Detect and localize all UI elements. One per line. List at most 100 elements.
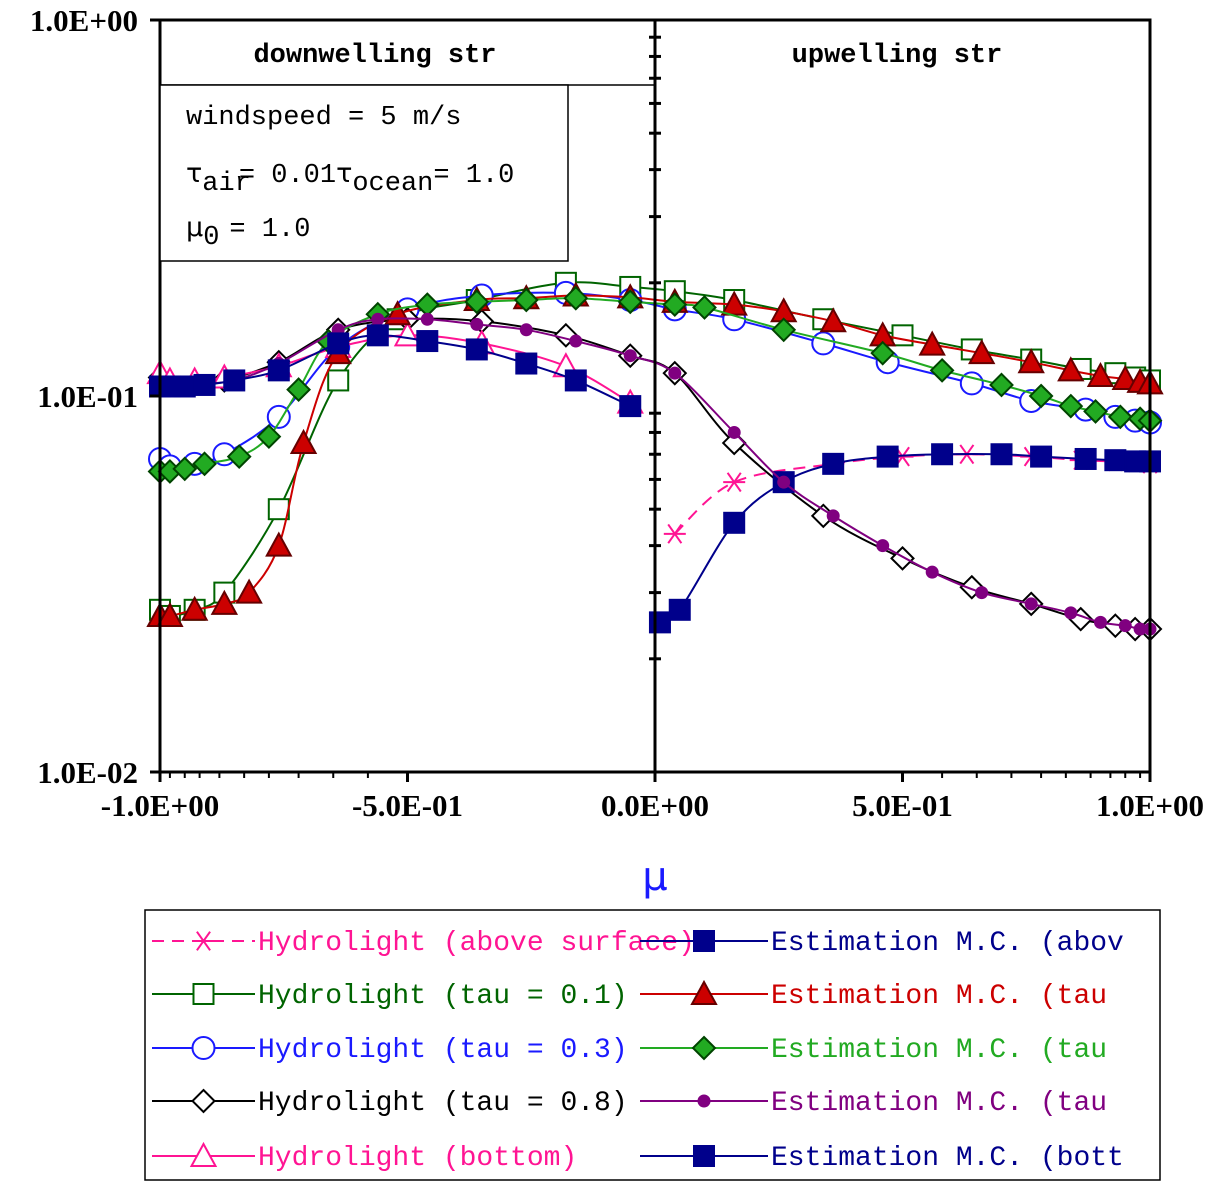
data-point-9-3 (193, 373, 216, 396)
panel-label-downwelling: downwelling str (253, 41, 496, 71)
legend-marker-8 (697, 1094, 711, 1108)
data-point-9-12 (619, 395, 642, 418)
legend-label-7: Estimation M.C. (tau (771, 1035, 1107, 1066)
legend-item-2: Hydrolight (tau = 0.3) (152, 1035, 628, 1066)
data-point-7-18 (929, 357, 955, 383)
data-point-7-21 (1058, 393, 1084, 419)
series-layer (146, 271, 1164, 642)
data-point-9-2 (173, 375, 196, 398)
data-point-8-11 (569, 334, 583, 348)
data-point-7-20 (1028, 383, 1054, 409)
data-point-7-14 (662, 292, 688, 318)
series-7 (147, 285, 1163, 484)
data-point-5-7 (990, 443, 1013, 466)
panel-label-upwelling: upwelling str (792, 41, 1003, 71)
data-point-2-14 (959, 371, 984, 396)
x-axis-title: μ (642, 854, 667, 900)
y-tick-label: 1.0E-02 (37, 755, 138, 790)
tau-air-symbol: τ (186, 158, 202, 189)
data-point-6-3 (210, 589, 239, 615)
data-point-7-2 (172, 456, 198, 482)
data-point-6-22 (1086, 361, 1115, 388)
data-point-0-0-stroke (667, 523, 683, 544)
data-point-9-5 (267, 359, 290, 382)
data-point-8-9 (470, 317, 484, 331)
legend-marker-4 (189, 1141, 218, 1167)
tau-ocean-sub: ocean (352, 169, 433, 199)
data-point-1-13 (891, 324, 914, 347)
data-point-2-4 (266, 404, 291, 429)
legend-item-5: Estimation M.C. (abov (640, 928, 1124, 959)
x-tick-label: 1.0E+00 (1096, 788, 1204, 823)
legend-item-6: Estimation M.C. (tau (640, 979, 1107, 1012)
legend-label-3: Hydrolight (tau = 0.8) (258, 1088, 628, 1119)
data-point-6-14 (720, 290, 748, 316)
legend-label-5: Estimation M.C. (abov (771, 928, 1124, 959)
data-point-5-0 (648, 611, 671, 634)
data-point-8-12 (623, 349, 637, 363)
tau-ocean-symbol: τ (336, 158, 352, 189)
data-point-6-1 (156, 601, 184, 627)
legend-item-0: Hydrolight (above surface) (152, 928, 695, 959)
data-point-9-9 (465, 338, 488, 361)
data-point-7-19 (989, 372, 1014, 398)
data-point-8-20 (1024, 597, 1038, 611)
y-tick-label: 1.0E+00 (30, 3, 138, 38)
data-point-8-16 (826, 509, 840, 523)
data-point-8-14 (727, 425, 741, 439)
mu0-symbol: μ (186, 212, 203, 243)
data-point-8-21 (1064, 606, 1078, 620)
legend-label-0: Hydrolight (above surface) (258, 928, 695, 959)
data-point-8-7 (371, 312, 385, 326)
legend-item-3: Hydrolight (tau = 0.8) (152, 1088, 628, 1119)
annotation-tau: τair= 0.01τocean= 1.0 (186, 158, 514, 199)
data-point-6-6 (289, 428, 318, 454)
data-point-0-1-stroke (726, 472, 742, 493)
data-point-5-8 (1030, 445, 1053, 468)
legend-marker-2 (191, 1036, 216, 1060)
legend-marker-5 (693, 930, 715, 952)
legend-marker-0 (192, 931, 215, 951)
data-point-0-1 (723, 472, 746, 493)
data-point-7-12 (563, 285, 589, 311)
data-point-5-4 (822, 452, 845, 475)
legend-item-8: Estimation M.C. (tau (640, 1088, 1107, 1119)
data-point-7-6 (286, 377, 312, 403)
data-point-5-9 (1074, 447, 1097, 470)
legend-marker-1 (192, 983, 215, 1005)
legend-label-4: Hydrolight (bottom) (258, 1143, 577, 1174)
legend-label-1: Hydrolight (tau = 0.1) (258, 981, 628, 1012)
ticks-layer: -1.0E+00 -5.0E-01 0.0E+00 5.0E-01 1.0E+00 1.0… (30, 3, 1204, 823)
data-point-8-19 (975, 586, 989, 600)
mu0-value: = 1.0 (229, 215, 310, 245)
data-point-6-2 (180, 595, 209, 621)
data-point-7-5 (256, 424, 282, 449)
tau-air-value: = 0.01 (239, 161, 336, 191)
data-point-7-13 (617, 289, 643, 315)
data-point-7-22 (1083, 398, 1108, 424)
legend-label-9: Estimation M.C. (bott (771, 1143, 1124, 1174)
data-point-9-11 (564, 369, 587, 392)
mu0-sub: 0 (203, 223, 219, 253)
data-point-6-4 (235, 578, 263, 604)
legend-marker-3 (191, 1088, 216, 1114)
legend-box (144, 909, 1161, 1181)
data-point-6-5 (265, 531, 293, 557)
data-point-9-7 (366, 324, 389, 347)
data-point-6-18 (918, 330, 946, 356)
legend-marker-0-stroke (196, 931, 211, 951)
data-point-8-22 (1094, 615, 1107, 629)
data-point-5-1 (668, 598, 691, 621)
data-point-6-23 (1111, 364, 1139, 390)
data-point-5-10 (1104, 449, 1127, 472)
data-point-9-4 (223, 369, 246, 392)
annotation-box (159, 84, 569, 262)
x-tick-label: -1.0E+00 (101, 788, 219, 823)
data-point-7-11 (513, 287, 539, 313)
data-point-8-8 (420, 312, 434, 326)
series-5 (648, 443, 1161, 634)
data-point-6-19 (968, 339, 996, 365)
y-tick-label: 1.0E-01 (37, 379, 138, 414)
x-tick-label: 5.0E-01 (852, 788, 953, 823)
series-line-5 (659, 452, 1151, 624)
